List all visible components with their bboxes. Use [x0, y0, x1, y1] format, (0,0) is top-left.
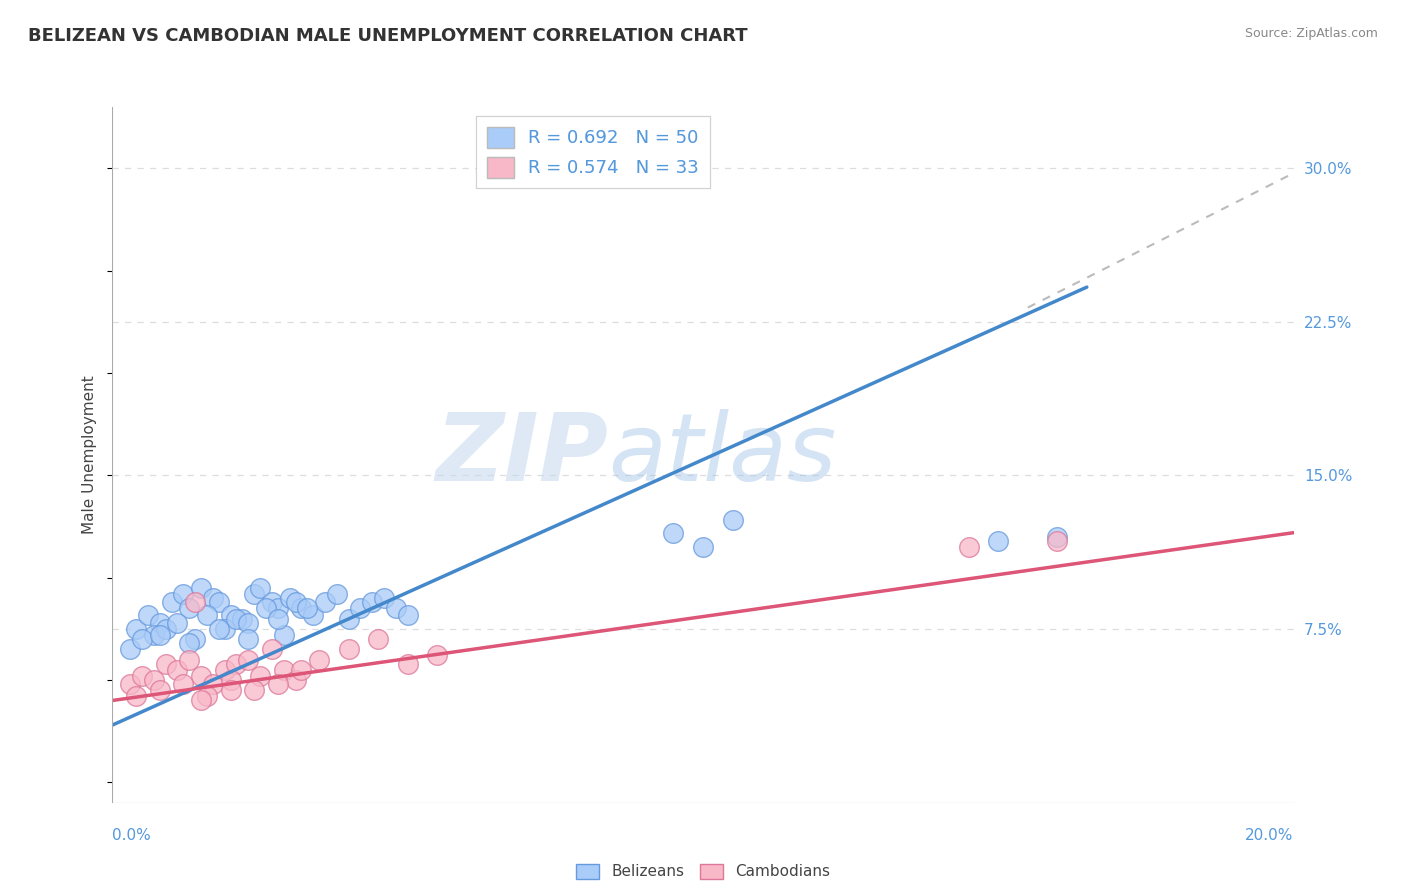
Point [201, 591, 224, 606]
Point [260, 595, 283, 609]
Point [179, 652, 201, 666]
Point [179, 601, 201, 615]
Point [231, 612, 253, 626]
Point [125, 622, 148, 636]
Point [396, 607, 419, 622]
Point [326, 587, 349, 601]
Point [214, 663, 236, 677]
Point [195, 690, 218, 704]
Text: BELIZEAN VS CAMBODIAN MALE UNEMPLOYMENT CORRELATION CHART: BELIZEAN VS CAMBODIAN MALE UNEMPLOYMENT … [28, 27, 748, 45]
Text: 20.0%: 20.0% [1246, 828, 1294, 843]
Point [367, 632, 389, 646]
Point [385, 601, 408, 615]
Point [267, 601, 290, 615]
Point [238, 632, 260, 646]
Point [1046, 533, 1069, 548]
Point [721, 513, 744, 527]
Point [208, 595, 231, 609]
Point [214, 622, 236, 636]
Point [290, 601, 312, 615]
Point [225, 612, 247, 626]
Point [172, 587, 194, 601]
Point [120, 642, 142, 657]
Point [1046, 530, 1069, 544]
Point [337, 642, 360, 657]
Point [373, 591, 395, 606]
Point [238, 652, 260, 666]
Point [219, 683, 242, 698]
Point [219, 607, 242, 622]
Point [349, 601, 371, 615]
Point [208, 622, 231, 636]
Point [692, 540, 714, 554]
Point [149, 683, 172, 698]
Text: atlas: atlas [609, 409, 837, 500]
Point [166, 663, 188, 677]
Point [987, 533, 1010, 548]
Point [131, 632, 153, 646]
Point [155, 657, 177, 671]
Point [267, 677, 290, 691]
Text: 0.0%: 0.0% [112, 828, 152, 843]
Point [142, 628, 165, 642]
Point [426, 648, 449, 663]
Point [249, 669, 271, 683]
Point [284, 673, 307, 687]
Point [190, 693, 212, 707]
Point [273, 663, 295, 677]
Point [337, 612, 360, 626]
Point [125, 690, 148, 704]
Point [396, 657, 419, 671]
Point [149, 628, 172, 642]
Point [249, 581, 271, 595]
Point [184, 632, 207, 646]
Y-axis label: Male Unemployment: Male Unemployment [82, 376, 97, 534]
Point [662, 525, 685, 540]
Point [160, 595, 183, 609]
Point [142, 673, 165, 687]
Legend: R = 0.692   N = 50, R = 0.574   N = 33: R = 0.692 N = 50, R = 0.574 N = 33 [475, 116, 710, 188]
Point [267, 612, 290, 626]
Point [149, 615, 172, 630]
Point [273, 628, 295, 642]
Text: ZIP: ZIP [436, 409, 609, 501]
Point [278, 591, 301, 606]
Point [225, 657, 247, 671]
Point [219, 673, 242, 687]
Point [302, 607, 325, 622]
Point [260, 642, 283, 657]
Point [284, 595, 307, 609]
Point [184, 595, 207, 609]
Point [238, 615, 260, 630]
Point [179, 636, 201, 650]
Point [120, 677, 142, 691]
Point [166, 615, 188, 630]
Point [190, 669, 212, 683]
Point [131, 669, 153, 683]
Point [190, 581, 212, 595]
Point [172, 677, 194, 691]
Point [314, 595, 336, 609]
Point [243, 587, 266, 601]
Point [136, 607, 159, 622]
Point [957, 540, 980, 554]
Point [308, 652, 330, 666]
Point [290, 663, 312, 677]
Point [195, 607, 218, 622]
Point [254, 601, 277, 615]
Point [297, 601, 319, 615]
Point [201, 677, 224, 691]
Point [155, 622, 177, 636]
Text: Source: ZipAtlas.com: Source: ZipAtlas.com [1244, 27, 1378, 40]
Point [243, 683, 266, 698]
Point [361, 595, 384, 609]
